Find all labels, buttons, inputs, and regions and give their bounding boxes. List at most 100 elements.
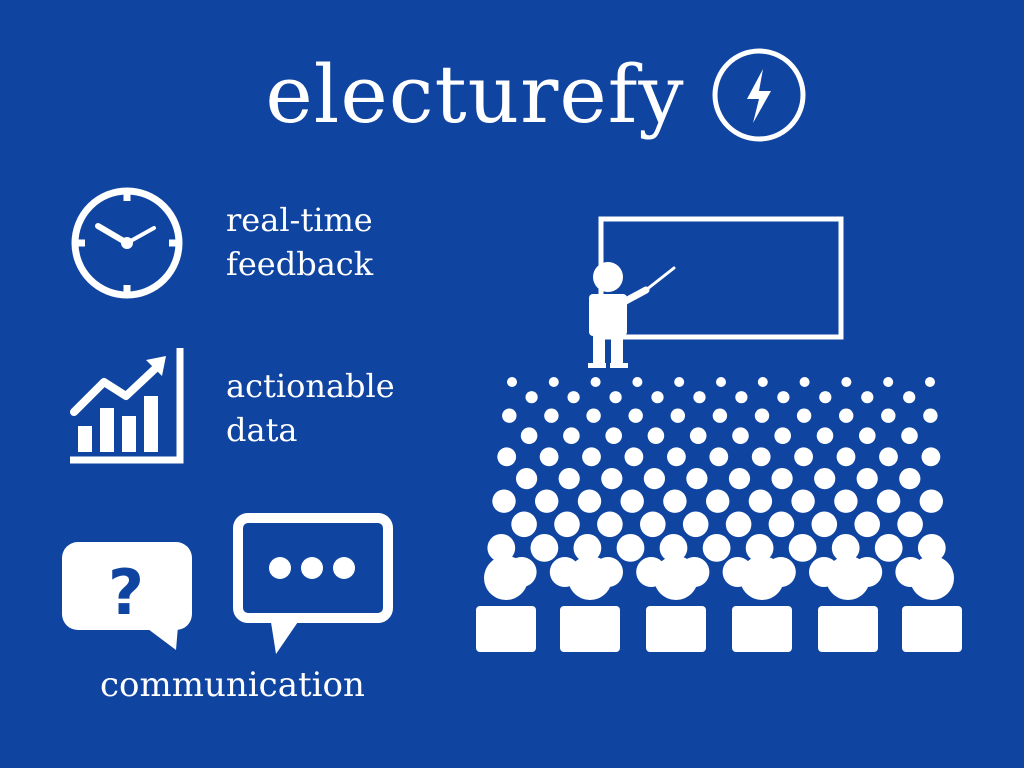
audience-head	[520, 427, 538, 444]
audience	[476, 377, 962, 652]
audience-head	[811, 511, 838, 538]
audience-head	[492, 489, 516, 513]
audience-head	[925, 377, 935, 387]
clock-icon	[68, 184, 186, 302]
audience-head	[854, 511, 880, 538]
svg-text:?: ?	[108, 556, 144, 629]
feature-realtime-feedback: real-time feedback	[226, 201, 374, 283]
audience-head	[732, 427, 749, 444]
audience-head	[667, 447, 686, 467]
audience-head	[597, 511, 623, 538]
audience-front-head	[910, 556, 954, 600]
audience-head	[712, 408, 728, 423]
audience-head	[834, 489, 858, 513]
audience-head	[567, 391, 580, 404]
audience-head	[921, 447, 941, 467]
audience-head	[525, 391, 538, 404]
feature-actionable-data: actionable data	[226, 367, 395, 449]
audience-front-body	[902, 606, 962, 652]
audience-head	[768, 511, 795, 538]
presenter-with-pointer	[588, 262, 676, 368]
audience-head	[573, 534, 602, 562]
audience-head	[839, 408, 854, 423]
feature-communication: communication	[100, 665, 365, 705]
audience-front-body	[646, 606, 706, 652]
audience-head	[487, 534, 516, 562]
audience-front-head	[484, 556, 528, 600]
audience-head	[605, 427, 622, 444]
audience-head	[516, 468, 538, 490]
audience-front-head	[826, 556, 870, 600]
audience-head	[919, 489, 943, 513]
audience-head	[728, 468, 751, 490]
audience-head	[535, 489, 559, 513]
audience-head	[647, 427, 665, 444]
audience-head	[774, 427, 791, 444]
audience-head	[497, 447, 517, 467]
audience-head	[640, 511, 666, 538]
audience-head	[799, 377, 810, 387]
audience-head	[609, 391, 622, 404]
audience-head	[754, 408, 770, 423]
audience-head	[856, 468, 878, 490]
lightning-bolt-circle-icon	[711, 47, 807, 143]
audience-head	[859, 427, 876, 444]
audience-head	[751, 447, 771, 467]
audience-head	[628, 408, 643, 423]
audience-head	[590, 377, 601, 387]
audience-head	[791, 489, 815, 513]
audience-head	[544, 408, 559, 423]
audience-head	[903, 391, 916, 404]
audience-head	[601, 468, 623, 490]
audience-head	[881, 408, 896, 423]
audience-head	[748, 489, 773, 513]
audience-head	[577, 489, 602, 513]
audience-head	[511, 511, 537, 538]
audience-head	[530, 534, 559, 562]
audience-head	[725, 511, 752, 538]
audience-head	[831, 534, 860, 562]
audience-front-head	[568, 556, 612, 600]
audience-head	[632, 377, 643, 387]
question-bubble-icon: ?	[60, 540, 196, 652]
audience-head	[582, 447, 601, 467]
audience-head	[663, 489, 687, 513]
audience-head	[682, 511, 709, 538]
audience-front-body	[818, 606, 878, 652]
audience-head	[643, 468, 665, 490]
audience-front-body	[476, 606, 536, 652]
audience-head	[563, 427, 580, 444]
audience-head	[706, 489, 730, 513]
audience-head	[757, 377, 768, 387]
audience-head	[883, 377, 894, 387]
audience-head	[901, 427, 918, 444]
audience-head	[620, 489, 644, 513]
audience-head	[771, 468, 793, 490]
audience-head	[659, 534, 688, 562]
header: electurefy	[0, 40, 1024, 150]
audience-head	[586, 408, 601, 423]
audience-head	[616, 534, 645, 562]
audience-head	[794, 447, 813, 467]
audience-head	[709, 447, 729, 467]
audience-head	[674, 377, 685, 387]
audience-front-head	[654, 556, 698, 600]
audience-head	[554, 511, 580, 538]
audience-head	[539, 447, 559, 467]
audience-head	[502, 408, 517, 423]
audience-front-head	[740, 556, 784, 600]
audience-head	[686, 468, 708, 490]
audience-head	[651, 391, 664, 404]
audience-head	[548, 377, 559, 387]
audience-head	[745, 534, 774, 562]
audience-head	[735, 391, 748, 404]
audience-head	[796, 408, 812, 423]
ellipsis-chat-bubble-icon	[232, 512, 394, 656]
audience-head	[836, 447, 856, 467]
brand-name: electurefy	[265, 48, 685, 141]
audience-head	[923, 408, 938, 423]
audience-head	[841, 377, 852, 387]
audience-head	[879, 447, 898, 467]
whiteboard	[598, 216, 844, 340]
audience-head	[777, 391, 790, 404]
